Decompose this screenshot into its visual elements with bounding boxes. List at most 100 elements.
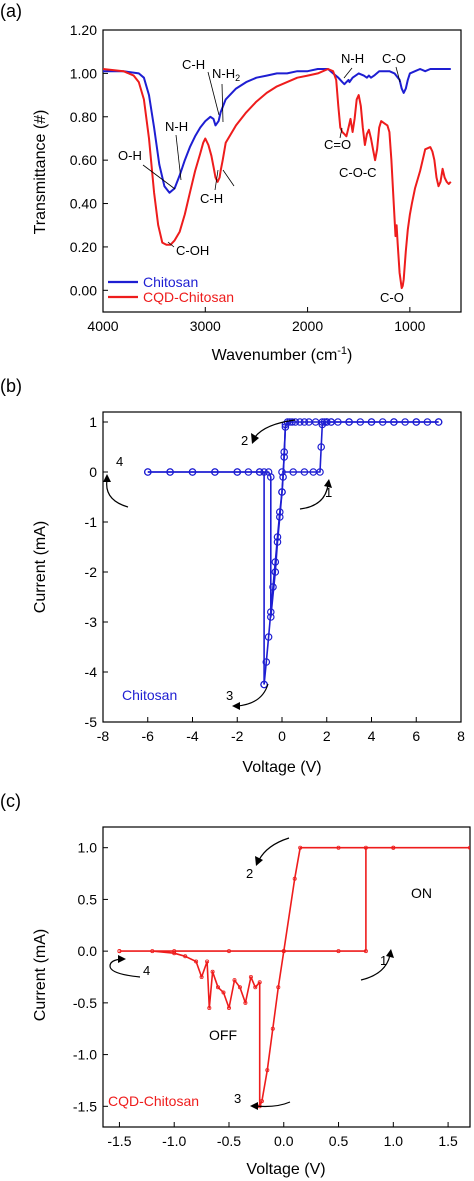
cqd-chitosan-iv-on-off-loop-point bbox=[237, 985, 242, 990]
panel-0-x-tick-label: 3000 bbox=[190, 318, 221, 334]
panel-2-x-tick-label: 0.5 bbox=[329, 1133, 349, 1149]
sweep-arrowhead-c3 bbox=[250, 1102, 258, 1110]
cqd-chitosan-iv-on-off-loop-point bbox=[259, 1099, 264, 1104]
panel-a-series bbox=[103, 68, 452, 290]
annotation-ch-2-leader-b bbox=[222, 169, 235, 187]
cqd-chitosan-iv-on-off-loop-point bbox=[194, 959, 199, 964]
panel-1-x-tick-label: 8 bbox=[457, 728, 465, 744]
panel-0-y-tick-label: 0.80 bbox=[70, 109, 97, 125]
chitosan-iv-branch-2-point bbox=[296, 418, 304, 426]
chitosan-iv-branch-2-point bbox=[262, 658, 271, 666]
panel-2-y-tick-label: -0.5 bbox=[73, 995, 97, 1011]
chitosan-iv-branch-2-point bbox=[300, 418, 309, 426]
annotation-c-o-2: C-O bbox=[380, 290, 404, 305]
annotation-nh2-leader bbox=[221, 83, 224, 123]
sweep-arrow-c3 bbox=[254, 1101, 291, 1108]
panel-b-x-ticks: -8 -6 -4 -2 0 2 4 6 8 bbox=[97, 717, 465, 744]
cqd-chitosan-iv-on-off-loop-point bbox=[468, 845, 470, 850]
sweep-label-2: 2 bbox=[241, 433, 248, 448]
cqd-chitosan-iv-on-off-loop-point bbox=[183, 954, 188, 959]
chitosan-iv-branch-4-point bbox=[255, 468, 264, 476]
sweep-arrow-2 bbox=[254, 419, 296, 438]
chitosan-iv-branch-4-point bbox=[188, 468, 197, 476]
sweep-arrowhead-4 bbox=[103, 474, 111, 482]
cqd-chitosan-iv-on-off-loop-point bbox=[210, 969, 215, 974]
panel-a-legend: Chitosan CQD-Chitosan bbox=[108, 274, 234, 305]
panel-c-label: (c) bbox=[0, 791, 21, 811]
chitosan-iv-branch-4 bbox=[147, 424, 287, 618]
cqd-chitosan-iv-on-off-loop-point bbox=[257, 980, 262, 985]
annotation-nh-1-leader bbox=[175, 134, 182, 181]
annotation-nh-2: N-H bbox=[341, 51, 364, 66]
chitosan-iv-branch-2-point bbox=[305, 418, 313, 426]
panel-a-y-axis-title: Transmittance (#) bbox=[32, 110, 49, 235]
cqd-chitosan-iv-on-off-loop-point bbox=[270, 1026, 275, 1031]
sweep-label-3: 3 bbox=[226, 688, 233, 703]
region-off-label: OFF bbox=[209, 1027, 237, 1043]
series-cqd-chitosan-line bbox=[103, 68, 452, 290]
sweep-arrowhead-c2 bbox=[255, 856, 263, 866]
panel-2-x-tick-label: -1.0 bbox=[162, 1133, 186, 1149]
panel-a-ftir-chart: (a) 0.00 0.20 0.40 0.60 0.80 1.00 1.20 4000 300… bbox=[0, 1, 462, 364]
panel-b-x-axis-title: Voltage (V) bbox=[242, 759, 321, 776]
chitosan-iv-branch-2-point bbox=[264, 633, 273, 641]
chitosan-iv-branch-2 bbox=[263, 421, 439, 685]
panel-0-x-tick-label: 4000 bbox=[87, 318, 118, 334]
annotation-c-o-c: C-O-C bbox=[339, 165, 377, 180]
chitosan-iv-branch-2-point bbox=[322, 418, 331, 426]
panel-b-y-axis-title: Current (mA) bbox=[32, 521, 49, 613]
cqd-chitosan-iv-on-off-loop-point bbox=[292, 876, 297, 881]
cqd-chitosan-iv-on-off-loop-point bbox=[215, 985, 220, 990]
chitosan-iv-branch-4-point bbox=[275, 513, 284, 521]
panel-2-x-tick-label: 1.5 bbox=[438, 1133, 458, 1149]
panel-2-x-tick-label: -1.5 bbox=[107, 1133, 131, 1149]
panel-2-y-tick-label: 0.5 bbox=[78, 891, 98, 907]
chitosan-iv-branch-4-point bbox=[166, 468, 174, 476]
chitosan-iv-branch-4-point bbox=[271, 568, 280, 576]
annotation-c-o-1-leader bbox=[395, 66, 401, 83]
panel-1-y-tick-label: 0 bbox=[89, 464, 97, 480]
cqd-chitosan-iv-on-off-loop-point bbox=[363, 845, 368, 850]
chitosan-iv-branch-2-point bbox=[291, 418, 300, 426]
cqd-chitosan-iv-on-off-loop-point bbox=[117, 949, 122, 954]
panel-2-y-tick-label: 1.0 bbox=[78, 840, 98, 856]
sweep-arrowhead-c4 bbox=[118, 955, 126, 963]
cqd-chitosan-iv-on-off-loop-point bbox=[205, 959, 210, 964]
chitosan-iv-branch-1-point bbox=[316, 468, 324, 476]
chitosan-iv-branch-4-point bbox=[233, 468, 242, 476]
sweep-label-c4: 4 bbox=[143, 963, 150, 978]
panel-2-y-tick-label: 0.0 bbox=[78, 943, 98, 959]
chitosan-iv-branch-2-point bbox=[412, 418, 421, 426]
cqd-chitosan-iv-on-off-loop-point bbox=[207, 1006, 212, 1011]
panel-b-iv-chart: (b) -5 -4 -3 -2 -1 0 1 -8 -6 -4 -2 0 2 4 6 8 Current (… bbox=[0, 376, 465, 776]
annotation-c-double-o: C=O bbox=[324, 137, 351, 152]
chitosan-iv-branch-1-point bbox=[300, 468, 309, 476]
panel-1-y-tick-label: -1 bbox=[85, 514, 98, 530]
panel-1-x-tick-label: -8 bbox=[97, 728, 110, 744]
panel-2-y-tick-label: -1.0 bbox=[73, 1047, 97, 1063]
chitosan-iv-branch-3 bbox=[147, 471, 265, 685]
chitosan-iv-branch-4-point bbox=[266, 473, 275, 481]
panel-a-plot-frame bbox=[102, 29, 462, 313]
annotation-nh-1: N-H bbox=[165, 119, 188, 134]
panel-1-x-tick-label: 2 bbox=[323, 728, 331, 744]
panel-2-x-tick-label: -0.5 bbox=[217, 1133, 241, 1149]
cqd-chitosan-iv-on-off-loop-point bbox=[226, 949, 231, 954]
panel-2-x-tick-label: 0.0 bbox=[274, 1133, 294, 1149]
cqd-chitosan-iv-on-off-loop-point bbox=[391, 845, 396, 850]
annotation-c-double-o-leader bbox=[339, 127, 343, 139]
panel-0-y-tick-label: 0.60 bbox=[70, 152, 97, 168]
chitosan-iv-branch-4-point bbox=[278, 488, 286, 496]
panel-c-sweep-markers: 1 2 3 4 bbox=[109, 837, 394, 1110]
panel-c-sample-label: CQD-Chitosan bbox=[108, 1093, 199, 1109]
region-on-label: ON bbox=[411, 885, 432, 901]
panel-c-x-ticks: -1.5 -1.0 -0.5 0.0 0.5 1.0 1.5 bbox=[107, 1122, 458, 1149]
sweep-arrow-4 bbox=[106, 479, 129, 508]
sweep-arrow-3 bbox=[236, 683, 269, 707]
panel-1-y-tick-label: -3 bbox=[85, 614, 98, 630]
panel-0-y-tick-label: 1.00 bbox=[70, 65, 97, 81]
sweep-label-c2: 2 bbox=[246, 866, 253, 881]
cqd-chitosan-iv-on-off-loop-point bbox=[172, 949, 177, 954]
cqd-chitosan-iv-on-off-loop-point bbox=[363, 949, 368, 954]
